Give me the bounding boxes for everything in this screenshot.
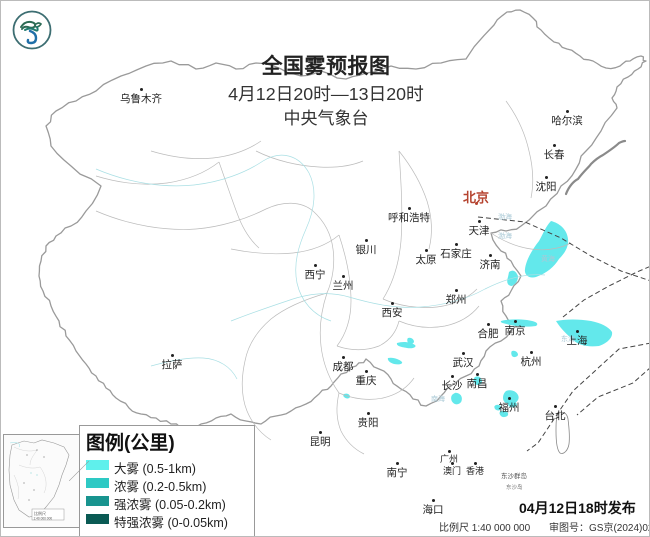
svg-text:东沙群岛: 东沙群岛 xyxy=(501,471,527,480)
svg-text:渤海: 渤海 xyxy=(498,212,512,221)
svg-text:比例尺: 比例尺 xyxy=(34,510,46,516)
svg-text:1:40 000 000: 1:40 000 000 xyxy=(34,516,53,520)
svg-text:南海: 南海 xyxy=(431,394,445,403)
svg-text:东沙岛: 东沙岛 xyxy=(506,483,523,491)
svg-text:黄海: 黄海 xyxy=(541,254,555,263)
